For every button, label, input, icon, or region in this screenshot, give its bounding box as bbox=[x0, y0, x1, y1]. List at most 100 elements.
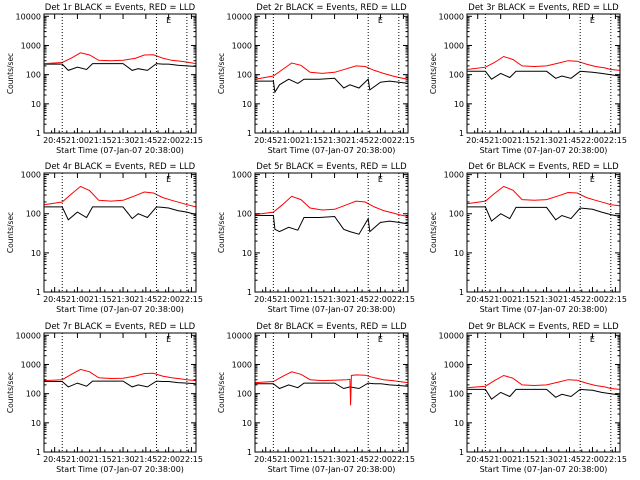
x-tick-label: 22:15 bbox=[604, 295, 627, 304]
y-tick-label: 1 bbox=[36, 288, 41, 297]
y-tick-label: 10000 bbox=[439, 12, 464, 21]
y-tick-label: 1000 bbox=[21, 360, 41, 369]
y-tick-label: 100 bbox=[237, 390, 252, 399]
x-tick-label: 21:45 bbox=[346, 136, 369, 145]
marker-glyph: E bbox=[590, 16, 595, 25]
y-axis-label: Counts/sec bbox=[217, 53, 226, 94]
x-tick-label: 21:45 bbox=[134, 295, 157, 304]
y-tick-label: 1 bbox=[459, 288, 464, 297]
y-tick-label: 1 bbox=[459, 448, 464, 457]
x-axis-label: Start Time (07-Jan-07 20:38:00) bbox=[56, 465, 184, 474]
series-events-line bbox=[467, 388, 621, 400]
x-tick-label: 20:45 bbox=[254, 455, 277, 464]
panel-title: Det 8r BLACK = Events, RED = LLD bbox=[256, 322, 407, 332]
series-events-line bbox=[44, 63, 197, 71]
y-tick-label: 1000 bbox=[232, 171, 252, 180]
y-tick-label: 1000 bbox=[21, 171, 41, 180]
series-lld-line bbox=[43, 368, 197, 382]
y-tick-label: 10 bbox=[454, 249, 464, 258]
y-axis-label: Counts/sec bbox=[429, 53, 438, 94]
x-tick-label: 22:15 bbox=[392, 455, 415, 464]
x-tick-label: 21:45 bbox=[346, 455, 369, 464]
x-tick-label: 22:15 bbox=[392, 295, 415, 304]
panel-title: Det 2r BLACK = Events, RED = LLD bbox=[256, 3, 407, 13]
panel-det-1: Det 1r BLACK = Events, RED = LLD E 1 10 100 1… bbox=[6, 3, 203, 155]
x-tick-label: 21:00 bbox=[277, 455, 300, 464]
y-tick-label: 1000 bbox=[232, 41, 252, 50]
y-tick-label: 10 bbox=[31, 419, 41, 428]
y-tick-label: 10 bbox=[242, 100, 252, 109]
x-tick-label: 21:00 bbox=[489, 455, 512, 464]
x-axis-label: Start Time (07-Jan-07 20:38:00) bbox=[56, 305, 184, 314]
y-tick-label: 1 bbox=[459, 129, 464, 138]
x-tick-label: 22:15 bbox=[180, 455, 203, 464]
x-tick-label: 21:00 bbox=[66, 295, 89, 304]
x-tick-label: 20:45 bbox=[466, 455, 489, 464]
series-lld-line bbox=[466, 55, 621, 71]
series-lld-line bbox=[466, 374, 621, 390]
y-tick-label: 10 bbox=[454, 419, 464, 428]
panel-title: Det 1r BLACK = Events, RED = LLD bbox=[45, 3, 196, 13]
panel-det-2: Det 2r BLACK = Events, RED = LLD E 1 10 100 1… bbox=[217, 3, 415, 155]
x-tick-label: 20:45 bbox=[466, 295, 489, 304]
x-axis-label: Start Time (07-Jan-07 20:38:00) bbox=[268, 146, 396, 155]
x-tick-label: 22:00 bbox=[581, 136, 604, 145]
panel-title: Det 5r BLACK = Events, RED = LLD bbox=[256, 162, 407, 172]
x-tick-label: 21:00 bbox=[66, 136, 89, 145]
x-tick-label: 21:15 bbox=[89, 295, 112, 304]
y-tick-label: 1 bbox=[247, 129, 252, 138]
x-tick-label: 21:30 bbox=[323, 455, 346, 464]
y-tick-label: 1000 bbox=[21, 41, 41, 50]
y-tick-label: 1000 bbox=[232, 360, 252, 369]
x-tick-label: 21:15 bbox=[512, 295, 535, 304]
series-lld-line bbox=[43, 185, 197, 208]
marker-glyph: E bbox=[166, 16, 171, 25]
x-tick-label: 21:30 bbox=[535, 136, 558, 145]
series-lld-line bbox=[254, 371, 409, 406]
x-tick-label: 20:45 bbox=[254, 295, 277, 304]
x-tick-label: 21:15 bbox=[300, 136, 323, 145]
x-tick-label: 21:15 bbox=[512, 455, 535, 464]
series-events-line bbox=[255, 215, 409, 235]
x-tick-label: 21:45 bbox=[346, 295, 369, 304]
panel-det-5: Det 5r BLACK = Events, RED = LLD E 1 10 100 1… bbox=[217, 162, 415, 314]
series-lld-line bbox=[466, 185, 621, 207]
series-events-line bbox=[255, 77, 409, 94]
x-tick-label: 21:15 bbox=[512, 136, 535, 145]
y-tick-label: 10 bbox=[242, 249, 252, 258]
panel-title: Det 3r BLACK = Events, RED = LLD bbox=[468, 3, 619, 13]
x-tick-label: 22:15 bbox=[604, 136, 627, 145]
x-tick-label: 22:15 bbox=[392, 136, 415, 145]
x-tick-label: 21:30 bbox=[112, 136, 135, 145]
y-tick-label: 10 bbox=[242, 419, 252, 428]
y-axis-label: Counts/sec bbox=[217, 372, 226, 413]
x-tick-label: 21:15 bbox=[300, 295, 323, 304]
plot-frame bbox=[254, 172, 409, 293]
series-lld-line bbox=[254, 195, 409, 217]
series-events-line bbox=[255, 382, 409, 390]
x-tick-label: 22:15 bbox=[180, 295, 203, 304]
y-tick-label: 10000 bbox=[16, 331, 41, 340]
y-axis-label: Counts/sec bbox=[217, 212, 226, 253]
marker-glyph: E bbox=[166, 335, 171, 344]
y-tick-label: 100 bbox=[237, 71, 252, 80]
x-axis-label: Start Time (07-Jan-07 20:38:00) bbox=[480, 146, 608, 155]
y-axis-label: Counts/sec bbox=[429, 372, 438, 413]
y-tick-label: 100 bbox=[237, 210, 252, 219]
x-tick-label: 22:15 bbox=[604, 455, 627, 464]
y-tick-label: 1 bbox=[36, 448, 41, 457]
x-tick-label: 20:45 bbox=[254, 136, 277, 145]
x-tick-label: 21:45 bbox=[558, 455, 581, 464]
x-tick-label: 20:45 bbox=[43, 295, 66, 304]
x-tick-label: 21:00 bbox=[277, 295, 300, 304]
plot-frame bbox=[43, 13, 197, 134]
x-tick-label: 22:00 bbox=[581, 455, 604, 464]
x-axis-label: Start Time (07-Jan-07 20:38:00) bbox=[56, 146, 184, 155]
panel-det-4: Det 4r BLACK = Events, RED = LLD E 1 10 100 1… bbox=[6, 162, 203, 314]
x-tick-label: 21:15 bbox=[89, 136, 112, 145]
y-axis-label: Counts/sec bbox=[6, 53, 15, 94]
y-tick-label: 10000 bbox=[16, 12, 41, 21]
y-tick-label: 100 bbox=[26, 210, 41, 219]
x-tick-label: 21:30 bbox=[112, 295, 135, 304]
y-axis-label: Counts/sec bbox=[429, 212, 438, 253]
